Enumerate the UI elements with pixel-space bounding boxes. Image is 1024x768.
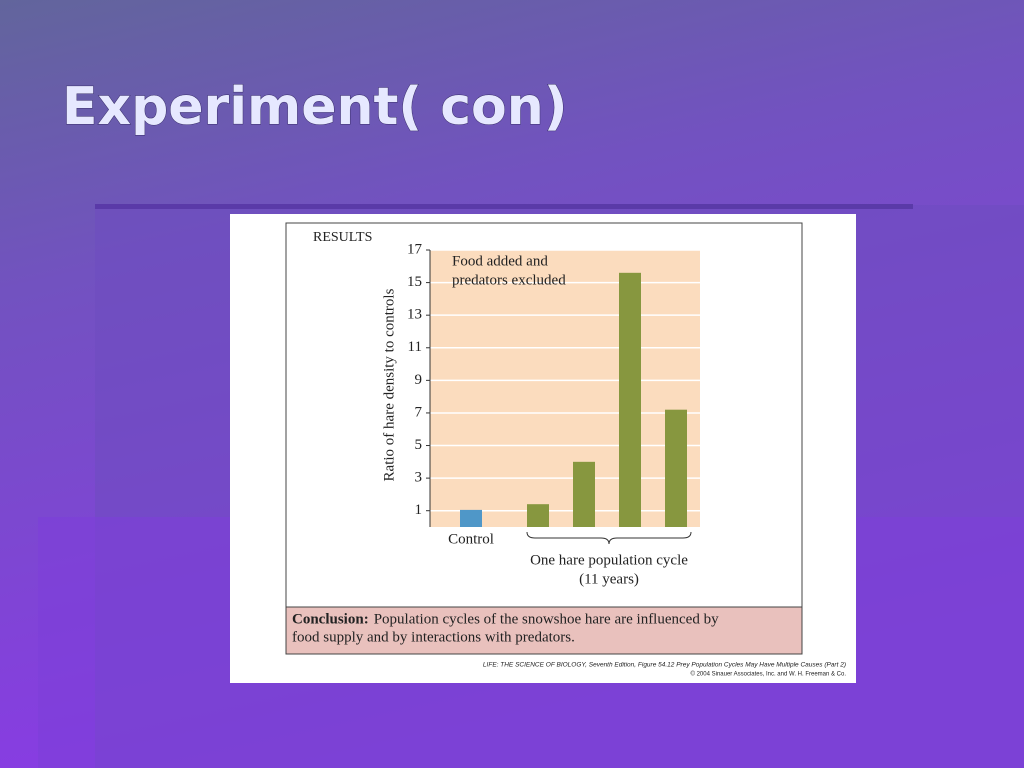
y-tick-label: 1 (415, 502, 423, 518)
y-tick-label: 5 (415, 437, 423, 453)
conclusion-text: Population cycles of the snowshoe hare a… (374, 611, 719, 627)
annotation: Food added and (452, 253, 548, 269)
y-tick-label: 13 (407, 307, 422, 323)
credit: LIFE: THE SCIENCE OF BIOLOGY, Seventh Ed… (483, 662, 846, 669)
y-tick-label: 17 (407, 241, 423, 257)
bar (573, 461, 595, 527)
y-tick-label: 9 (415, 372, 423, 388)
x-tick-label: Control (448, 531, 494, 547)
conclusion-box (285, 606, 803, 655)
bar (460, 509, 482, 527)
group-label: One hare population cycle (530, 552, 688, 568)
y-tick-label: 7 (415, 404, 423, 420)
plot-area (430, 250, 700, 527)
decor-line (95, 204, 913, 209)
y-axis-label: Ratio of hare density to controls (381, 288, 397, 481)
bar (527, 504, 549, 527)
conclusion-text: food supply and by interactions with pre… (292, 629, 575, 645)
y-tick-label: 3 (415, 470, 423, 486)
chart-heading: RESULTS (313, 230, 372, 245)
conclusion-label: Conclusion: (292, 611, 369, 627)
y-tick-label: 15 (407, 274, 422, 290)
bar (619, 272, 641, 527)
slide-title: Experiment( con) (62, 77, 568, 137)
bar (665, 409, 687, 527)
y-tick-label: 11 (408, 339, 422, 355)
group-brace (526, 531, 692, 545)
annotation: predators excluded (452, 272, 566, 288)
group-label: (11 years) (579, 571, 639, 587)
credit: © 2004 Sinauer Associates, Inc. and W. H… (691, 671, 847, 678)
